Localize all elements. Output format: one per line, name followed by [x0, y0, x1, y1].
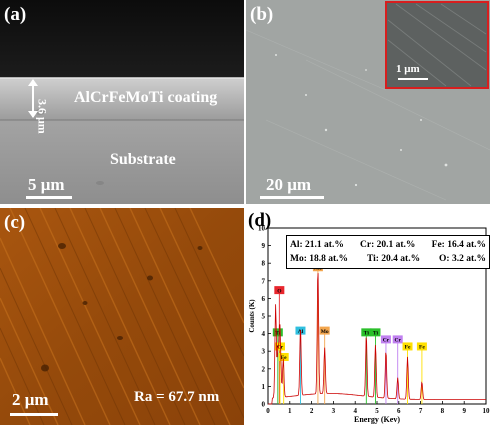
x-tick-label: 1 — [288, 407, 292, 415]
element-marker-tag — [361, 328, 372, 337]
coating-label: AlCrFeMoTi coating — [74, 89, 218, 106]
scale-bar-c — [10, 413, 58, 416]
y-tick-label: 8 — [262, 260, 266, 268]
composition-cr: Cr: 20.1 at.% — [360, 240, 416, 250]
cross-section-image — [0, 0, 244, 204]
y-axis-label: Counts (K) — [248, 299, 256, 333]
y-tick-label: 6 — [262, 295, 266, 303]
element-marker-label: Ti — [364, 331, 370, 337]
thickness-label: 3.6 μm — [35, 99, 50, 134]
scale-bar-b — [260, 196, 324, 199]
x-axis-label: Energy (Kev) — [354, 415, 400, 424]
x-tick-label: 7 — [419, 407, 423, 415]
element-marker-tag — [319, 326, 330, 335]
y-tick-label: 9 — [262, 242, 266, 250]
panel-b-surface: (b) 1 μm 20 μm — [246, 0, 490, 204]
element-marker-tag — [402, 342, 413, 351]
element-marker-tag — [278, 353, 289, 361]
element-marker-label: Fe — [405, 345, 411, 351]
y-tick-label: 0 — [262, 401, 266, 409]
element-marker-tag — [416, 342, 427, 351]
panel-label-c: (c) — [4, 212, 26, 233]
composition-al: Al: 21.1 at.% — [290, 240, 344, 250]
x-tick-label: 3 — [332, 407, 336, 415]
composition-row: Mo: 18.8 at.% Ti: 20.4 at.% O: 3.2 at.% — [290, 252, 486, 266]
panel-c-afm: (c) 2 μm Ra = 67.7 nm — [0, 208, 244, 425]
element-marker-tag — [370, 328, 381, 337]
panel-label-b: (b) — [250, 4, 274, 25]
x-tick-label: 2 — [310, 407, 314, 415]
x-tick-label: 4 — [353, 407, 357, 415]
composition-o: O: 3.2 at.% — [439, 254, 486, 264]
element-marker-label: Cr — [383, 338, 390, 344]
element-marker-label: Cr — [394, 338, 401, 344]
y-tick-label: 4 — [262, 330, 266, 338]
x-tick-label: 9 — [462, 407, 466, 415]
panel-a-cross-section: (a) 3.6 μm AlCrFeMoTi coating Substrate … — [0, 0, 244, 204]
scale-label-a: 5 μm — [28, 175, 65, 194]
x-tick-label: 6 — [397, 407, 401, 415]
composition-row: Al: 21.1 at.% Cr: 20.1 at.% Fe: 16.4 at.… — [290, 238, 486, 252]
scale-label-c: 2 μm — [12, 390, 49, 409]
element-marker-tag — [380, 335, 391, 344]
afm-image — [0, 208, 244, 425]
y-tick-label: 7 — [262, 277, 266, 285]
x-tick-label: 8 — [441, 407, 445, 415]
y-tick-label: 5 — [262, 313, 266, 321]
surface-image — [246, 0, 490, 204]
y-tick-label: 3 — [262, 348, 266, 356]
x-tick-label: 10 — [483, 407, 490, 415]
element-marker-label: Ti — [373, 331, 379, 337]
x-tick-label: 0 — [266, 407, 270, 415]
panel-label-a: (a) — [4, 4, 27, 25]
element-marker-label: Fe — [281, 355, 287, 361]
element-marker-tag — [392, 335, 403, 344]
inset-image — [385, 1, 489, 89]
element-marker-label: Ti — [275, 331, 281, 337]
y-tick-label: 10 — [258, 225, 266, 233]
y-tick-label: 2 — [262, 365, 266, 373]
element-marker-label: Mo — [321, 329, 329, 335]
composition-mo: Mo: 18.8 at.% — [290, 254, 349, 264]
scale-bar-a — [26, 196, 72, 199]
x-tick-label: 5 — [375, 407, 379, 415]
element-marker-tag — [272, 328, 283, 337]
y-tick-label: 1 — [262, 383, 266, 391]
panel-label-d: (d) — [248, 210, 272, 231]
composition-fe: Fe: 16.4 at.% — [431, 240, 486, 250]
element-marker-label: Fe — [419, 345, 425, 351]
inset-scale-bar — [398, 78, 428, 80]
substrate-layer — [0, 120, 244, 204]
composition-table: Al: 21.1 at.% Cr: 20.1 at.% Fe: 16.4 at.… — [286, 235, 490, 269]
inset-scale-label: 1 μm — [396, 63, 420, 75]
element-marker-tag — [274, 342, 285, 351]
substrate-label: Substrate — [110, 151, 176, 168]
roughness-label: Ra = 67.7 nm — [134, 389, 220, 405]
spectrum-line — [268, 273, 486, 405]
element-marker-tag — [274, 286, 285, 295]
element-marker-label: O — [277, 288, 282, 294]
vacuum-region — [0, 0, 244, 78]
scale-label-b: 20 μm — [266, 175, 312, 194]
composition-ti: Ti: 20.4 at.% — [366, 254, 421, 264]
